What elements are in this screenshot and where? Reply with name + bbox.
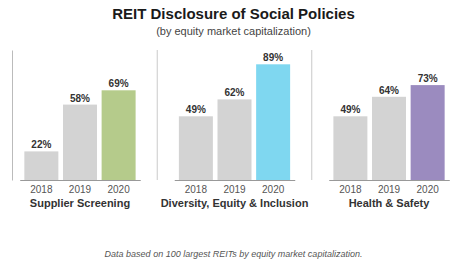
- tick-label: 2020: [262, 184, 285, 195]
- data-label: 64%: [379, 85, 399, 96]
- subtitle: (by equity market capitalization): [156, 25, 311, 37]
- tick: 2020: [107, 180, 130, 195]
- tick: 2020: [262, 180, 285, 195]
- data-label: 58%: [70, 93, 90, 104]
- tick: 2019: [69, 180, 92, 195]
- y-axis-line: [12, 51, 13, 181]
- data-label: 89%: [263, 52, 283, 63]
- group-label-line: Diversity, Equity & Inclusion: [161, 197, 309, 209]
- bar: [411, 85, 445, 180]
- data-label: 22%: [31, 139, 51, 150]
- bar: [333, 116, 367, 180]
- tick-label: 2018: [339, 184, 362, 195]
- tick-label: 2019: [378, 184, 401, 195]
- bar: [256, 64, 290, 180]
- x-axis-line: [329, 180, 450, 181]
- group-label-line: Health & Safety: [349, 197, 431, 209]
- x-axis-line: [175, 180, 296, 181]
- bar-group: [24, 90, 135, 180]
- bar: [24, 151, 58, 180]
- tick: 2018: [30, 180, 53, 195]
- tick: 2020: [417, 180, 440, 195]
- data-labels: 22% 58% 69% 49% 62% 89% 49% 64% 73%: [31, 52, 437, 150]
- bar: [372, 97, 406, 180]
- group-label: Diversity, Equity & Inclusion: [161, 197, 309, 209]
- data-label: 49%: [340, 104, 360, 115]
- bar: [179, 116, 213, 180]
- data-label: 62%: [224, 87, 244, 98]
- bars: [24, 64, 444, 180]
- tick-label: 2019: [69, 184, 92, 195]
- group-label-line: Supplier Screening: [30, 197, 130, 209]
- tick-label: 2019: [223, 184, 246, 195]
- x-axis: 2018 2019 2020: [175, 180, 296, 195]
- tick-label: 2018: [185, 184, 208, 195]
- tick-label: 2020: [417, 184, 440, 195]
- bar-group: [179, 64, 290, 180]
- footnote: Data based on 100 largest REITs by equit…: [105, 249, 363, 259]
- data-label: 73%: [418, 73, 438, 84]
- bar: [218, 99, 252, 180]
- divider: [311, 50, 312, 180]
- tick-label: 2018: [30, 184, 53, 195]
- group-label: Supplier Screening: [30, 197, 130, 209]
- tick-label: 2020: [107, 184, 130, 195]
- chart: REIT Disclosure of Social Policies (by eq…: [0, 0, 467, 263]
- title: REIT Disclosure of Social Policies: [112, 5, 355, 22]
- group-label: Health & Safety: [349, 197, 431, 209]
- x-axis: 2018 2019 2020: [20, 180, 141, 195]
- divider: [157, 50, 158, 180]
- plot: 22% 58% 69% 49% 62% 89% 49% 64% 73% 2018 2019 2020 S…: [13, 50, 450, 209]
- data-label: 49%: [186, 104, 206, 115]
- bar-group: [333, 85, 444, 180]
- tick: 2018: [185, 180, 208, 195]
- y-axis: [12, 51, 13, 181]
- x-axis-line: [20, 180, 141, 181]
- x-axis: 2018 2019 2020: [329, 180, 450, 195]
- data-label: 69%: [109, 78, 129, 89]
- tick: 2019: [223, 180, 246, 195]
- bar: [102, 90, 136, 180]
- tick: 2019: [378, 180, 401, 195]
- tick: 2018: [339, 180, 362, 195]
- bar: [63, 105, 97, 180]
